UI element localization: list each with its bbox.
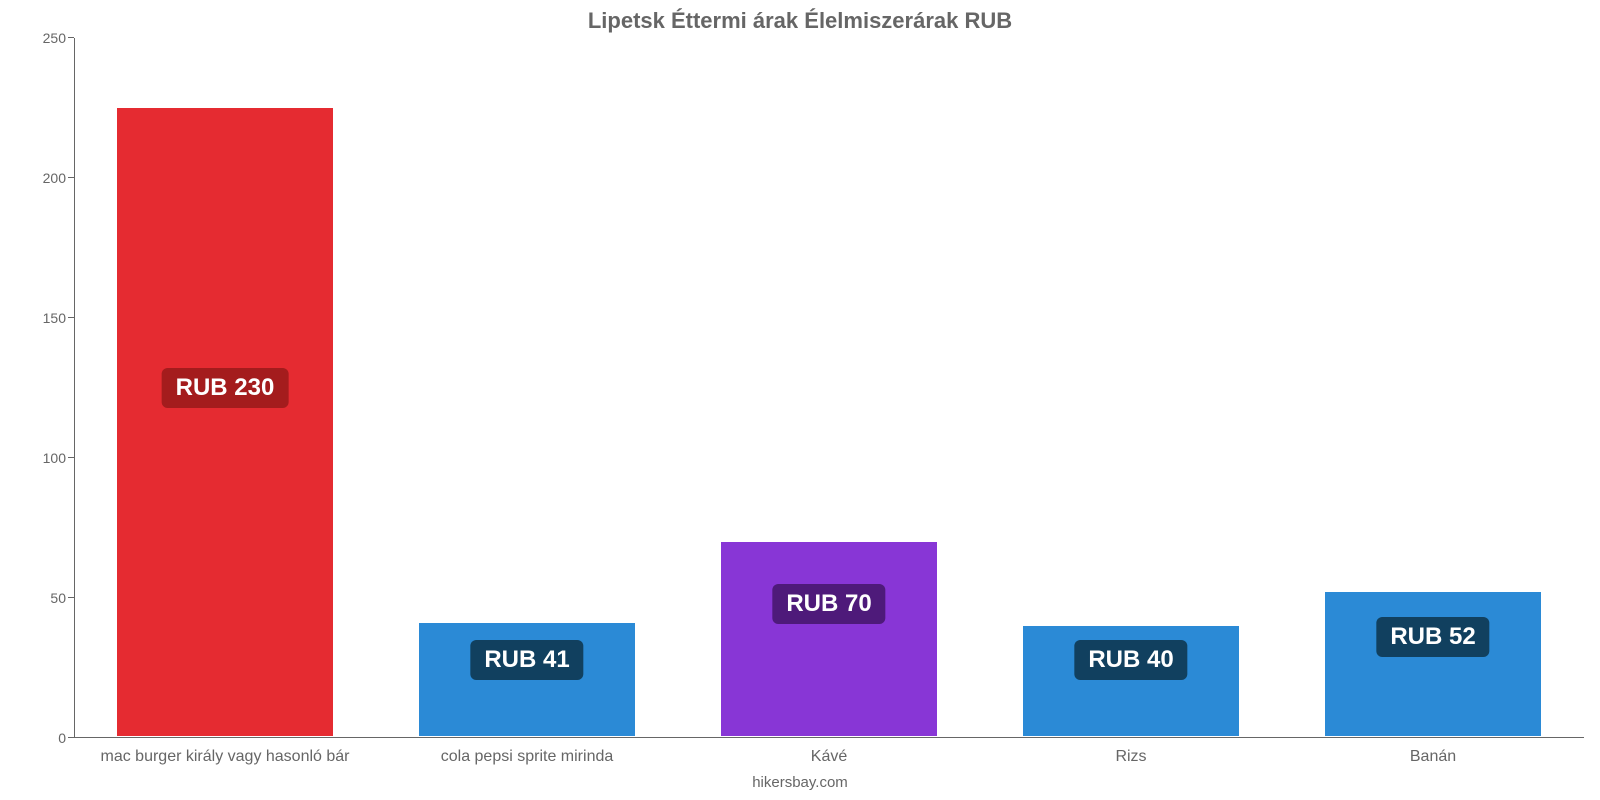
bar-slot: RUB 230mac burger király vagy hasonló bá… bbox=[74, 38, 376, 738]
x-tick-label: Banán bbox=[1410, 738, 1456, 766]
x-tick-label: Kávé bbox=[811, 738, 847, 766]
y-tick-label: 50 bbox=[50, 590, 74, 606]
y-tick-label: 200 bbox=[43, 170, 74, 186]
bar bbox=[1324, 591, 1541, 737]
credit-label: hikersbay.com bbox=[752, 774, 848, 791]
chart-container: Lipetsk Éttermi árak Élelmiszerárak RUB … bbox=[0, 0, 1600, 800]
bar-value-badge: RUB 40 bbox=[1074, 640, 1187, 680]
bar-slot: RUB 70Kávé bbox=[678, 38, 980, 738]
bar-slot: RUB 52Banán bbox=[1282, 38, 1584, 738]
bar-slot: RUB 40Rizs bbox=[980, 38, 1282, 738]
plot-area: 050100150200250 RUB 230mac burger király… bbox=[74, 38, 1584, 738]
bar bbox=[116, 107, 333, 737]
bars-row: RUB 230mac burger király vagy hasonló bá… bbox=[74, 38, 1584, 738]
y-tick-label: 150 bbox=[43, 310, 74, 326]
y-tick-label: 0 bbox=[58, 730, 74, 746]
bar-value-badge: RUB 70 bbox=[772, 584, 885, 624]
x-tick-label: cola pepsi sprite mirinda bbox=[441, 738, 614, 766]
y-tick-label: 100 bbox=[43, 450, 74, 466]
x-tick-label: Rizs bbox=[1115, 738, 1146, 766]
bar-value-badge: RUB 41 bbox=[470, 640, 583, 680]
x-tick-label: mac burger király vagy hasonló bár bbox=[100, 738, 349, 766]
bar bbox=[720, 541, 937, 737]
bar-value-badge: RUB 52 bbox=[1376, 617, 1489, 657]
chart-title: Lipetsk Éttermi árak Élelmiszerárak RUB bbox=[0, 0, 1600, 34]
y-tick-label: 250 bbox=[43, 30, 74, 46]
bar-slot: RUB 41cola pepsi sprite mirinda bbox=[376, 38, 678, 738]
bar-value-badge: RUB 230 bbox=[162, 368, 289, 408]
